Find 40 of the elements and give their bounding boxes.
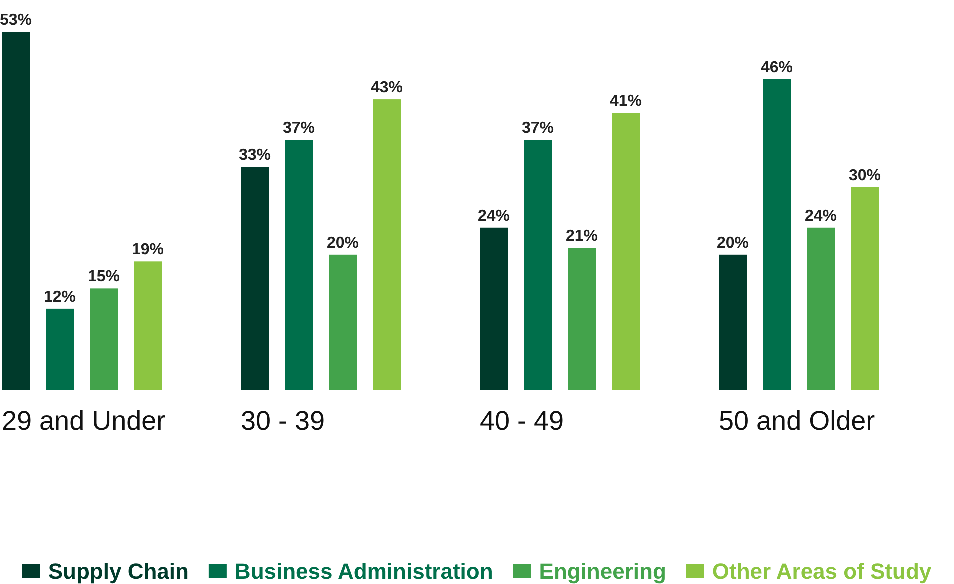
bar (373, 100, 401, 390)
bar (851, 187, 879, 390)
bar (524, 140, 552, 390)
bar (46, 308, 74, 390)
bar (329, 254, 357, 390)
bar (807, 228, 835, 390)
data-label: 20% (326, 234, 360, 252)
data-label: 19% (132, 242, 164, 259)
x-tick-label: 50 and Older (719, 406, 876, 436)
data-label: 15% (88, 268, 120, 286)
data-label: 24% (804, 208, 838, 225)
x-tick-label: 40 - 49 (480, 406, 564, 436)
data-label: 41% (610, 93, 642, 110)
data-label: 43% (370, 80, 404, 97)
data-label: 24% (478, 208, 510, 225)
data-label: 53% (0, 12, 32, 29)
data-label: 46% (760, 59, 794, 76)
data-label: 12% (44, 288, 76, 306)
x-tick-label: 29 and Under (2, 406, 166, 436)
data-label: 37% (522, 120, 554, 138)
data-label: 37% (282, 120, 316, 138)
legend-label: Supply Chain (48, 559, 189, 584)
bar (285, 140, 313, 390)
data-label: 21% (566, 228, 598, 246)
data-label: 30% (848, 167, 882, 184)
bar (241, 167, 269, 390)
legend-label: Business Administration (234, 559, 494, 584)
bar (90, 288, 118, 390)
bar (134, 262, 162, 390)
data-label: 20% (716, 234, 750, 252)
legend-label: Other Areas of Study (712, 559, 932, 584)
bar (763, 79, 791, 390)
bar (719, 254, 747, 390)
x-tick-label: 30 - 39 (241, 406, 326, 436)
legend-label: Engineering (539, 559, 666, 584)
bar (568, 248, 596, 390)
data-label: 33% (238, 147, 272, 164)
bar (612, 113, 640, 390)
bar (2, 32, 30, 390)
bar (480, 228, 508, 390)
